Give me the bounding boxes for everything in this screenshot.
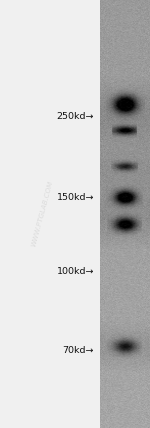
Text: 100kd→: 100kd→ (57, 267, 94, 276)
Text: 250kd→: 250kd→ (57, 112, 94, 121)
Text: 150kd→: 150kd→ (57, 193, 94, 202)
Text: 70kd→: 70kd→ (63, 346, 94, 356)
Text: WWW.PTGLAB.COM: WWW.PTGLAB.COM (30, 180, 54, 248)
